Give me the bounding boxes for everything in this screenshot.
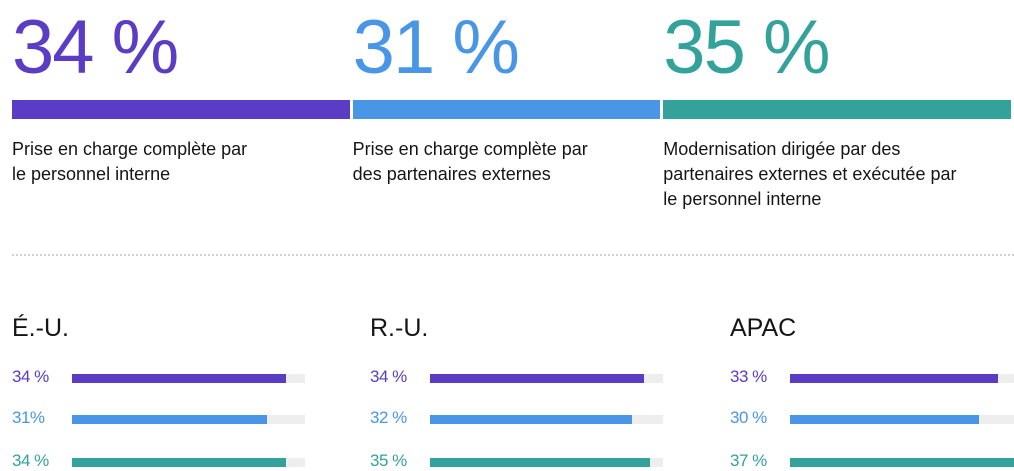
value-label: 34 % <box>12 451 49 470</box>
big-percent: 31 % <box>352 5 520 90</box>
big-percent: 35 % <box>663 5 830 90</box>
description: Prise en charge complète par des partena… <box>352 139 588 184</box>
big-percent: 34 % <box>12 5 179 90</box>
bar <box>790 458 1014 467</box>
value-label: 30 % <box>730 408 767 427</box>
bar <box>72 415 268 424</box>
region-title: R.-U. <box>370 314 429 342</box>
bar <box>72 374 287 383</box>
bar <box>790 374 998 383</box>
description: Prise en charge complète par le personne… <box>12 139 248 184</box>
bar <box>790 415 979 424</box>
segment <box>663 100 1011 119</box>
bar <box>72 458 287 467</box>
value-label: 31% <box>12 408 45 427</box>
bar <box>430 415 632 424</box>
segment <box>12 100 350 119</box>
value-label: 37 % <box>730 451 767 470</box>
segment <box>352 100 661 119</box>
region-title: É.-U. <box>12 314 69 342</box>
value-label: 34 % <box>12 367 49 386</box>
value-label: 32 % <box>370 408 407 427</box>
divider <box>12 254 1014 256</box>
region-title: APAC <box>730 314 797 342</box>
value-label: 33 % <box>730 367 767 386</box>
bar <box>430 374 645 383</box>
bar <box>430 458 651 467</box>
description: Modernisation dirigée par des partenaire… <box>663 139 957 209</box>
value-label: 34 % <box>370 367 407 386</box>
value-label: 35 % <box>370 451 407 470</box>
